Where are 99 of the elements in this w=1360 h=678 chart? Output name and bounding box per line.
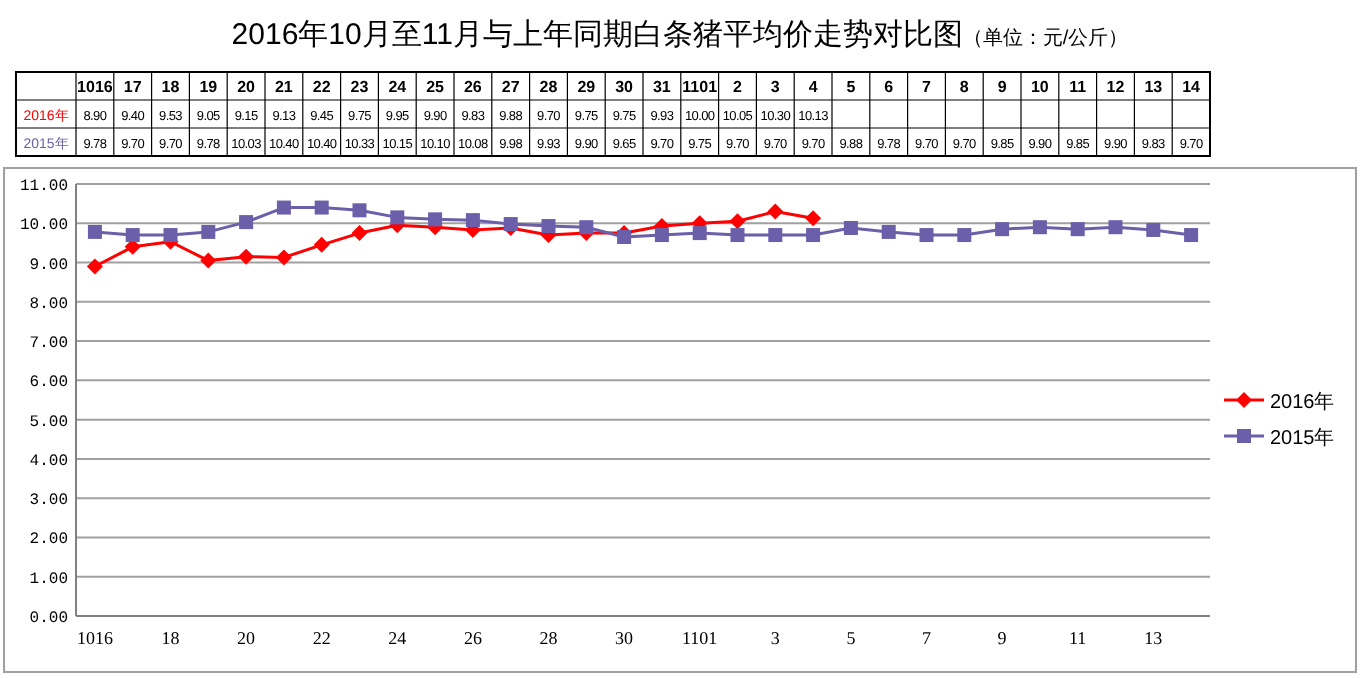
point bbox=[125, 228, 140, 243]
point bbox=[767, 203, 784, 220]
y-tick-label: 10.00 bbox=[19, 217, 69, 236]
point bbox=[881, 224, 896, 239]
point bbox=[805, 210, 822, 227]
y-tick-label: 9.00 bbox=[29, 256, 69, 275]
category-label: 3 bbox=[770, 628, 780, 648]
x-tick-label: 7 bbox=[922, 78, 933, 96]
point bbox=[730, 228, 745, 243]
point bbox=[919, 228, 934, 243]
y-tick-label: 8.00 bbox=[29, 295, 69, 314]
x-tick-label: 22 bbox=[312, 78, 332, 96]
category-label: 18 bbox=[161, 628, 180, 648]
point bbox=[390, 210, 405, 225]
y-tick-label: 5.00 bbox=[29, 413, 69, 432]
point bbox=[1108, 220, 1123, 235]
y-tick-label: 6.00 bbox=[29, 374, 69, 393]
point bbox=[276, 200, 291, 215]
x-tick-label: 1101 bbox=[682, 78, 719, 96]
category-label: 9 bbox=[997, 628, 1007, 648]
point bbox=[806, 228, 821, 243]
x-tick-label: 29 bbox=[577, 78, 597, 96]
point bbox=[1032, 220, 1047, 235]
x-tick-label: 26 bbox=[463, 78, 483, 96]
point bbox=[352, 203, 367, 218]
x-tick-label: 23 bbox=[350, 78, 370, 96]
point bbox=[313, 236, 330, 253]
y-tick-label: 7.00 bbox=[29, 335, 69, 354]
category-label: 20 bbox=[237, 628, 256, 648]
category-label: 11 bbox=[1069, 628, 1087, 648]
x-tick-label: 13 bbox=[1144, 78, 1164, 96]
point bbox=[465, 213, 480, 228]
point bbox=[351, 225, 368, 242]
x-tick-label: 31 bbox=[652, 78, 672, 96]
x-tick-label: 30 bbox=[615, 78, 635, 96]
x-tick-label: 1016 bbox=[77, 78, 114, 96]
x-tick-label: 17 bbox=[123, 78, 143, 96]
point bbox=[579, 220, 594, 235]
point bbox=[200, 252, 217, 269]
x-tick-label: 28 bbox=[539, 78, 559, 96]
y-tick-label: 2.00 bbox=[29, 531, 69, 550]
y-tick-label: 1.00 bbox=[29, 570, 69, 589]
chart-title: 2016年10月至11月与上年同期白条猪平均价走势对比图 bbox=[231, 18, 963, 52]
point bbox=[201, 224, 216, 239]
x-tick-label: 4 bbox=[808, 78, 819, 96]
x-tick-label: 11 bbox=[1069, 78, 1088, 96]
point bbox=[314, 200, 329, 215]
x-tick-label: 20 bbox=[237, 78, 257, 96]
point bbox=[1070, 222, 1085, 237]
point bbox=[995, 222, 1010, 237]
x-tick-label: 8 bbox=[959, 78, 970, 96]
point bbox=[1184, 228, 1199, 243]
y-tick-label: 4.00 bbox=[29, 452, 69, 471]
category-label: 7 bbox=[922, 628, 931, 648]
x-tick-label: 12 bbox=[1106, 78, 1126, 96]
point bbox=[1146, 222, 1161, 237]
category-label: 24 bbox=[388, 628, 407, 648]
category-label: 26 bbox=[463, 628, 482, 648]
legend-label: 2016年 bbox=[1270, 390, 1335, 414]
legend-label: 2015年 bbox=[1270, 426, 1335, 450]
point bbox=[768, 228, 783, 243]
point bbox=[239, 215, 254, 230]
point bbox=[617, 230, 632, 245]
y-tick-label: 0.00 bbox=[29, 610, 69, 628]
category-label: 1101 bbox=[682, 628, 718, 648]
point bbox=[957, 228, 972, 243]
x-tick-label: 21 bbox=[274, 78, 294, 96]
category-label: 28 bbox=[539, 628, 558, 648]
x-tick-label: 5 bbox=[846, 78, 857, 96]
x-tick-label: 19 bbox=[199, 78, 219, 96]
point bbox=[275, 249, 292, 266]
point bbox=[87, 224, 102, 239]
point bbox=[86, 258, 103, 275]
x-tick-label: 10 bbox=[1030, 78, 1050, 96]
x-tick-label: 2 bbox=[733, 78, 744, 96]
chart-subtitle: （单位：元/公斤） bbox=[962, 26, 1129, 50]
x-tick-label: 27 bbox=[501, 78, 521, 96]
category-label: 13 bbox=[1144, 628, 1163, 648]
x-tick-label: 6 bbox=[884, 78, 895, 96]
x-tick-label: 25 bbox=[426, 78, 446, 96]
point bbox=[428, 212, 443, 227]
point bbox=[654, 228, 669, 243]
y-tick-label: 11.00 bbox=[19, 178, 69, 196]
category-label: 1016 bbox=[76, 628, 113, 648]
point bbox=[541, 219, 556, 234]
x-tick-label: 14 bbox=[1182, 78, 1202, 96]
x-tick-label: 9 bbox=[997, 78, 1008, 96]
point bbox=[163, 228, 178, 243]
category-label: 30 bbox=[615, 628, 634, 648]
point bbox=[238, 248, 255, 265]
category-label: 22 bbox=[312, 628, 331, 648]
point bbox=[843, 220, 858, 235]
x-tick-label: 24 bbox=[388, 78, 408, 96]
point bbox=[692, 226, 707, 241]
x-tick-label: 18 bbox=[161, 78, 181, 96]
y-tick-label: 3.00 bbox=[29, 492, 69, 511]
point bbox=[729, 213, 746, 230]
category-label: 5 bbox=[846, 628, 856, 648]
x-tick-label: 3 bbox=[770, 78, 781, 96]
